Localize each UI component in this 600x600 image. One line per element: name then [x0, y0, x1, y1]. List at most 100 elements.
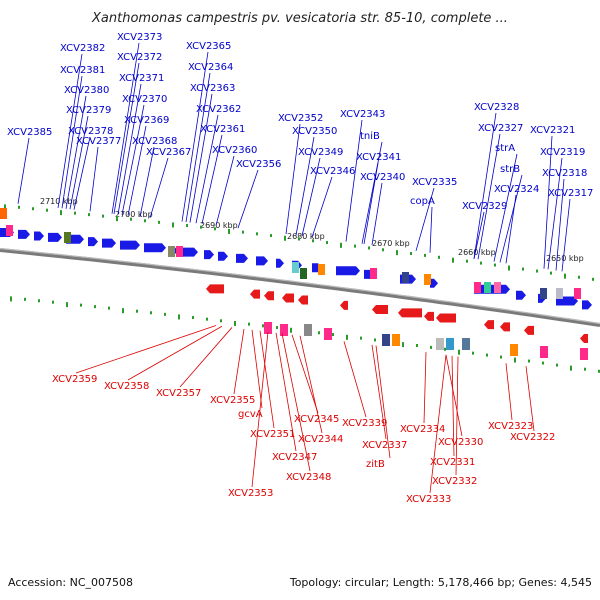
reverse-gene-label[interactable]: XCV2334 [400, 424, 445, 435]
gene-feature-box[interactable] [484, 282, 491, 293]
forward-gene-arrow[interactable] [48, 232, 62, 242]
forward-gene-arrow[interactable] [336, 266, 360, 276]
forward-gene-label[interactable]: XCV2324 [494, 184, 539, 195]
gene-feature-box[interactable] [176, 246, 183, 257]
gene-feature-box[interactable] [424, 274, 431, 285]
reverse-gene-label[interactable]: gcvA [238, 409, 263, 420]
forward-gene-arrow[interactable] [276, 258, 284, 268]
gene-feature-box[interactable] [392, 334, 400, 346]
forward-gene-label[interactable]: XCV2329 [462, 201, 507, 212]
forward-gene-label[interactable]: XCV2346 [310, 166, 355, 177]
forward-gene-label[interactable]: copA [410, 196, 435, 207]
gene-feature-box[interactable] [300, 268, 307, 279]
gene-feature-box[interactable] [402, 272, 409, 283]
forward-gene-label[interactable]: XCV2372 [117, 52, 162, 63]
gene-feature-box[interactable] [436, 338, 444, 350]
forward-gene-arrow[interactable] [182, 247, 198, 257]
gene-feature-box[interactable] [510, 344, 518, 356]
forward-gene-label[interactable]: XCV2385 [7, 127, 52, 138]
gene-feature-box[interactable] [540, 346, 548, 358]
forward-gene-label[interactable]: XCV2319 [540, 147, 585, 158]
gene-feature-box[interactable] [370, 268, 377, 279]
forward-gene-arrow[interactable] [120, 240, 140, 250]
forward-gene-label[interactable]: XCV2361 [200, 124, 245, 135]
forward-gene-arrow[interactable] [430, 278, 438, 288]
forward-gene-label[interactable]: XCV2364 [188, 62, 233, 73]
gene-feature-box[interactable] [540, 288, 547, 299]
reverse-gene-label[interactable]: XCV2351 [250, 429, 295, 440]
gene-feature-box[interactable] [462, 338, 470, 350]
forward-gene-label[interactable]: strA [495, 143, 515, 154]
reverse-gene-label[interactable]: XCV2348 [286, 472, 331, 483]
reverse-gene-label[interactable]: XCV2323 [488, 421, 533, 432]
reverse-gene-arrow[interactable] [484, 320, 494, 330]
reverse-gene-label[interactable]: XCV2344 [298, 434, 343, 445]
gene-feature-box[interactable] [264, 322, 272, 334]
forward-gene-arrow[interactable] [88, 237, 98, 247]
forward-gene-label[interactable]: XCV2350 [292, 126, 337, 137]
gene-feature-box[interactable] [494, 282, 501, 293]
reverse-gene-arrow[interactable] [264, 291, 274, 301]
forward-gene-label[interactable]: XCV2362 [196, 104, 241, 115]
forward-gene-label[interactable]: XCV2368 [132, 136, 177, 147]
gene-feature-box[interactable] [474, 282, 481, 293]
forward-gene-label[interactable]: strB [500, 164, 520, 175]
forward-gene-arrow[interactable] [18, 229, 30, 239]
forward-gene-label[interactable]: tniB [360, 131, 380, 142]
forward-gene-arrow[interactable] [256, 256, 268, 266]
reverse-gene-label[interactable]: XCV2337 [362, 440, 407, 451]
gene-feature-box[interactable] [574, 288, 581, 299]
forward-gene-label[interactable]: XCV2356 [236, 159, 281, 170]
reverse-gene-label[interactable]: XCV2322 [510, 432, 555, 443]
reverse-gene-label[interactable]: XCV2353 [228, 488, 273, 499]
reverse-gene-label[interactable]: zitB [366, 459, 385, 470]
gene-feature-box[interactable] [382, 334, 390, 346]
gene-feature-box[interactable] [168, 246, 175, 257]
forward-gene-label[interactable]: XCV2363 [190, 83, 235, 94]
forward-gene-arrow[interactable] [218, 251, 228, 261]
forward-gene-label[interactable]: XCV2318 [542, 168, 587, 179]
gene-feature-box[interactable] [0, 208, 7, 219]
forward-gene-label[interactable]: XCV2317 [548, 188, 593, 199]
gene-feature-box[interactable] [318, 264, 325, 275]
reverse-gene-arrow[interactable] [340, 300, 348, 310]
reverse-gene-arrow[interactable] [500, 322, 510, 332]
gene-feature-box[interactable] [64, 232, 71, 243]
gene-feature-box[interactable] [304, 324, 312, 336]
forward-gene-label[interactable]: XCV2343 [340, 109, 385, 120]
forward-gene-label[interactable]: XCV2378 [68, 126, 113, 137]
forward-gene-arrow[interactable] [236, 253, 248, 263]
reverse-gene-arrow[interactable] [298, 295, 308, 305]
forward-gene-label[interactable]: XCV2327 [478, 123, 523, 134]
reverse-gene-arrow[interactable] [398, 308, 422, 318]
forward-gene-label[interactable]: XCV2335 [412, 177, 457, 188]
reverse-gene-label[interactable]: XCV2345 [294, 414, 339, 425]
reverse-gene-arrow[interactable] [282, 293, 294, 303]
forward-gene-arrow[interactable] [516, 290, 526, 300]
gene-feature-box[interactable] [446, 338, 454, 350]
forward-gene-label[interactable]: XCV2367 [146, 147, 191, 158]
forward-gene-label[interactable]: XCV2365 [186, 41, 231, 52]
reverse-gene-label[interactable]: XCV2355 [210, 395, 255, 406]
reverse-gene-arrow[interactable] [206, 284, 224, 294]
forward-gene-label[interactable]: XCV2341 [356, 152, 401, 163]
forward-gene-label[interactable]: XCV2360 [212, 145, 257, 156]
reverse-gene-label[interactable]: XCV2332 [432, 476, 477, 487]
reverse-gene-label[interactable]: XCV2359 [52, 374, 97, 385]
reverse-gene-arrow[interactable] [250, 289, 260, 299]
forward-gene-label[interactable]: XCV2370 [122, 94, 167, 105]
forward-gene-label[interactable]: XCV2328 [474, 102, 519, 113]
forward-gene-label[interactable]: XCV2381 [60, 65, 105, 76]
forward-gene-arrow[interactable] [34, 231, 44, 241]
forward-gene-label[interactable]: XCV2349 [298, 147, 343, 158]
forward-gene-label[interactable]: XCV2352 [278, 113, 323, 124]
forward-gene-arrow[interactable] [102, 238, 116, 248]
reverse-gene-label[interactable]: XCV2347 [272, 452, 317, 463]
forward-gene-arrow[interactable] [204, 250, 214, 260]
forward-gene-label[interactable]: XCV2379 [66, 105, 111, 116]
reverse-gene-label[interactable]: XCV2330 [438, 437, 483, 448]
reverse-gene-label[interactable]: XCV2331 [430, 457, 475, 468]
reverse-gene-arrow[interactable] [424, 311, 434, 321]
forward-gene-arrow[interactable] [582, 300, 592, 310]
reverse-gene-arrow[interactable] [436, 313, 456, 323]
